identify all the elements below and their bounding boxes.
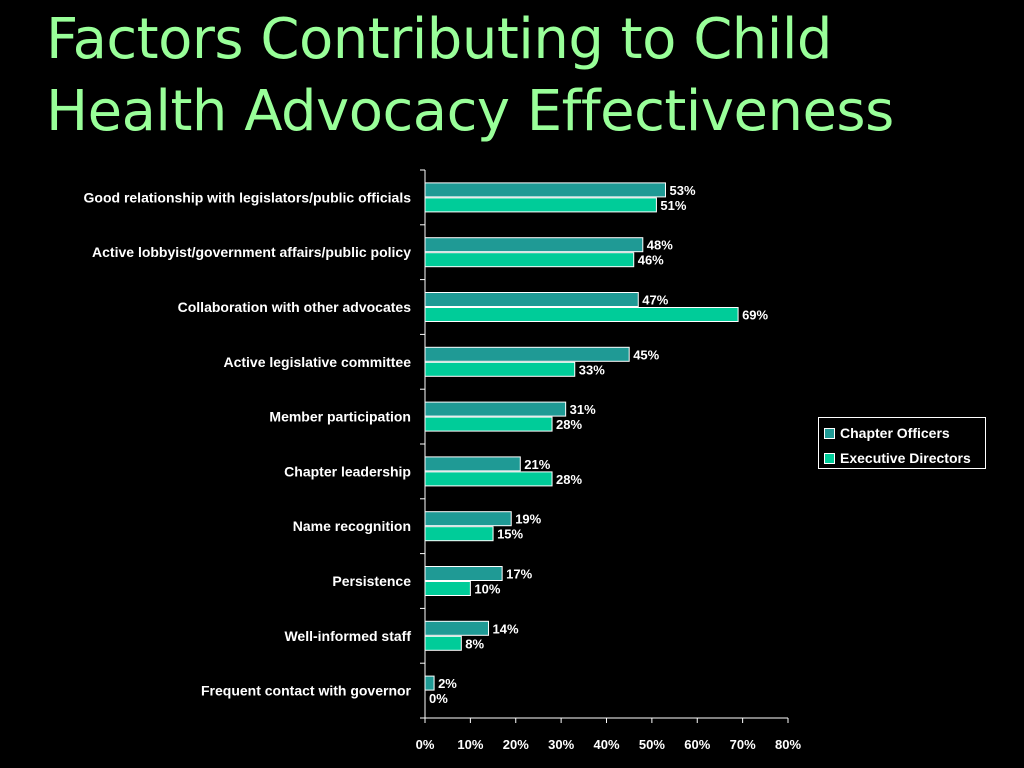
bar-executive-directors	[424, 416, 553, 432]
data-label: 17%	[506, 567, 532, 582]
x-tick-label: 70%	[730, 737, 756, 752]
bar-executive-directors	[424, 581, 471, 596]
bar-executive-directors	[424, 471, 553, 487]
data-label: 47%	[642, 293, 668, 308]
category-label: Name recognition	[293, 518, 411, 534]
bar-chapter-officers	[424, 675, 435, 691]
bar-executive-directors	[424, 635, 462, 651]
data-label: 28%	[556, 417, 582, 432]
category-label: Persistence	[332, 573, 411, 589]
category-label: Good relationship with legislators/publi…	[84, 189, 412, 205]
category-label: Member participation	[269, 409, 411, 425]
x-tick-label: 50%	[639, 737, 665, 752]
bar-executive-directors	[424, 526, 494, 542]
bar-executive-directors	[424, 252, 635, 268]
data-label: 31%	[570, 402, 596, 417]
chart-title-line-1: Factors Contributing to Child	[46, 7, 832, 72]
category-label: Well-informed staff	[284, 628, 411, 644]
bar-chapter-officers	[424, 620, 490, 636]
legend-swatch-chapter-officers	[824, 427, 835, 439]
value-labels-group: 53%51%48%46%47%69%45%33%31%28%21%28%19%1…	[429, 183, 769, 706]
x-tick-label: 80%	[775, 737, 801, 752]
data-label: 8%	[465, 636, 484, 651]
category-labels-group: Good relationship with legislators/publi…	[84, 189, 412, 698]
legend-item-chapter-officers: Chapter Officers	[824, 422, 985, 444]
x-tick-label: 10%	[457, 737, 483, 752]
bar-chapter-officers	[424, 292, 639, 307]
axes-group: 0% 10% 20% 30% 40% 50% 60% 70% 80%	[416, 169, 801, 752]
bar-executive-directors	[424, 361, 576, 377]
data-label: 14%	[493, 621, 519, 636]
x-tick-label: 60%	[684, 737, 710, 752]
data-label: 28%	[556, 472, 582, 487]
bar-chapter-officers	[424, 566, 503, 581]
bar-chapter-officers	[424, 456, 521, 472]
category-label: Active legislative committee	[223, 354, 411, 370]
x-tick-label: 40%	[593, 737, 619, 752]
legend-label-executive-directors: Executive Directors	[840, 450, 971, 466]
x-tick-label: 20%	[503, 737, 529, 752]
data-label: 69%	[742, 308, 768, 323]
data-label: 15%	[497, 527, 523, 542]
legend-label-chapter-officers: Chapter Officers	[840, 425, 950, 441]
data-label: 45%	[633, 347, 659, 362]
data-label: 0%	[429, 691, 448, 706]
data-label: 53%	[669, 183, 695, 198]
x-tick-label: 0%	[416, 737, 435, 752]
data-label: 19%	[515, 512, 541, 527]
bar-chapter-officers	[424, 346, 630, 362]
category-label: Active lobbyist/government affairs/publi…	[92, 244, 411, 260]
legend-swatch-executive-directors	[824, 452, 835, 464]
bar-chapter-officers	[424, 511, 512, 527]
chart-title: Factors Contributing to Child Health Adv…	[46, 4, 1006, 148]
data-label: 21%	[524, 457, 550, 472]
category-label: Chapter leadership	[284, 463, 411, 479]
data-label: 2%	[438, 676, 457, 691]
bars-group	[424, 182, 739, 691]
category-label: Frequent contact with governor	[201, 683, 412, 699]
category-label: Collaboration with other advocates	[178, 299, 412, 315]
data-label: 51%	[660, 198, 686, 213]
bar-chapter-officers	[424, 237, 644, 253]
data-label: 46%	[638, 253, 664, 268]
chart-legend: Chapter Officers Executive Directors	[818, 417, 986, 469]
data-label: 10%	[474, 582, 500, 597]
data-label: 33%	[579, 362, 605, 377]
chart-title-line-2: Health Advocacy Effectiveness	[46, 79, 894, 144]
legend-item-executive-directors: Executive Directors	[824, 447, 985, 469]
bar-executive-directors	[424, 307, 739, 322]
bar-executive-directors	[424, 197, 657, 213]
data-label: 48%	[647, 238, 673, 253]
bar-chapter-officers	[424, 182, 666, 198]
bar-chapter-officers	[424, 401, 567, 417]
x-tick-label: 30%	[548, 737, 574, 752]
